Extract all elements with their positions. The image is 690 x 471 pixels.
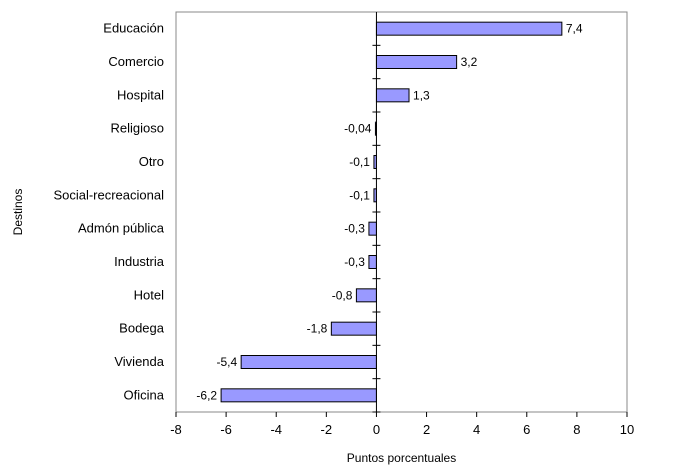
bar-value-label: 7,4 [566, 22, 583, 36]
category-label: Hotel [134, 287, 164, 302]
x-tick-label: 8 [573, 422, 580, 437]
x-tick-label: -2 [321, 422, 333, 437]
x-tick-label: 6 [523, 422, 530, 437]
bar-value-label: 3,2 [461, 55, 478, 69]
bar [330, 321, 377, 336]
bar-value-label: -1,8 [307, 322, 328, 336]
x-tick-label: 10 [620, 422, 634, 437]
data-labels-group: 7,4 3,2 1,3 -0,04 -0,1 -0,1 -0,3 -0,3 -0,8 -1,8 -5… [196, 22, 582, 403]
category-label: Social-recreacional [53, 187, 164, 202]
x-tick-label: 0 [373, 422, 380, 437]
x-tick-label: -8 [170, 422, 182, 437]
bar [220, 388, 377, 403]
category-label: Bodega [119, 321, 165, 336]
x-axis-title: Puntos porcentuales [347, 451, 456, 465]
bars-group [220, 21, 563, 403]
x-axis: -8 -6 -4 -2 0 2 4 6 8 10 [170, 412, 634, 437]
bar-value-label: -6,2 [196, 388, 217, 402]
plot-area-frame [175, 11, 628, 413]
bar [368, 255, 377, 269]
bar-value-label: -0,3 [344, 222, 365, 236]
x-tick-label: -6 [220, 422, 232, 437]
x-tick-label: -4 [270, 422, 282, 437]
category-label: Admón pública [78, 221, 165, 236]
bar [355, 288, 377, 303]
category-label: Industria [114, 254, 165, 269]
bar-value-label: -0,8 [332, 288, 353, 302]
category-label: Oficina [124, 387, 165, 402]
bar-value-label: -0,3 [344, 255, 365, 269]
bar-value-label: -0,1 [349, 155, 370, 169]
category-label: Otro [139, 154, 164, 169]
bar [240, 355, 377, 369]
category-labels-group: Educación Comercio Hospital Religioso Otro So… [53, 21, 164, 403]
y-axis-title: Destinos [11, 189, 25, 236]
bar [368, 221, 377, 236]
bar-value-label: 1,3 [413, 88, 430, 102]
x-tick-label: 2 [423, 422, 430, 437]
bar [375, 55, 458, 69]
category-label: Comercio [108, 54, 164, 69]
bar-value-label: -0,1 [349, 188, 370, 202]
category-label: Vivienda [114, 354, 164, 369]
bar-value-label: -5,4 [216, 355, 237, 369]
bar [375, 21, 563, 36]
category-label: Educación [103, 21, 164, 36]
category-label: Religioso [111, 121, 164, 136]
y-axis [372, 12, 381, 413]
category-label: Hospital [117, 87, 164, 102]
bar-value-label: -0,04 [344, 122, 372, 136]
x-tick-label: 4 [473, 422, 480, 437]
bar [375, 88, 410, 103]
